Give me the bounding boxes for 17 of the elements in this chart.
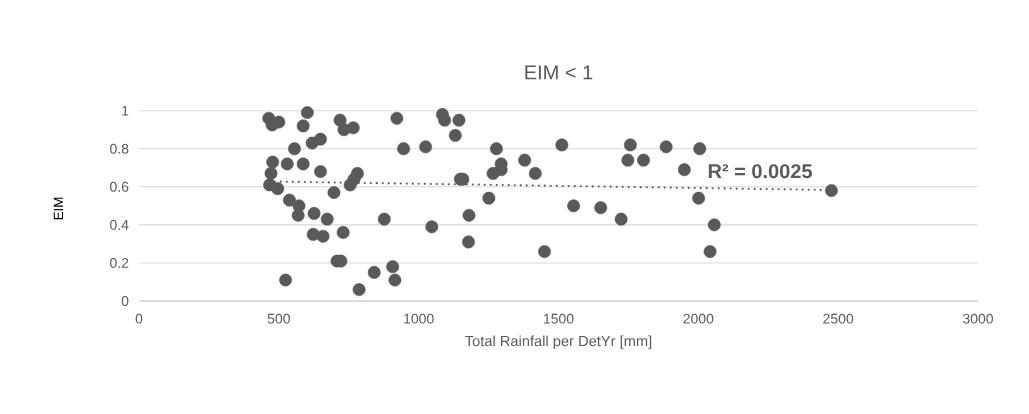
y-axis-title: EIM <box>53 197 63 220</box>
y-tick-label: 0.6 <box>110 181 129 192</box>
y-tick-label: 0.8 <box>110 143 129 154</box>
y-tick-label: 0.2 <box>110 257 129 268</box>
x-tick-label: 2000 <box>683 313 714 324</box>
x-axis-title: Total Rainfall per DetYr [mm] <box>465 335 652 350</box>
chart-title: EIM < 1 <box>525 65 593 80</box>
x-tick-label: 1000 <box>404 313 434 324</box>
x-tick-label: 500 <box>267 313 290 324</box>
y-tick-label: 1 <box>122 105 129 116</box>
annotation: R² = 0.0025 <box>708 164 812 179</box>
x-tick-label: 3000 <box>962 313 993 324</box>
x-tick-label: 2500 <box>823 313 854 324</box>
y-tick-label: 0.4 <box>110 219 129 230</box>
x-tick-label: 0 <box>135 313 143 324</box>
y-tick-label: 0 <box>121 296 129 306</box>
x-tick-label: 1500 <box>543 313 574 324</box>
